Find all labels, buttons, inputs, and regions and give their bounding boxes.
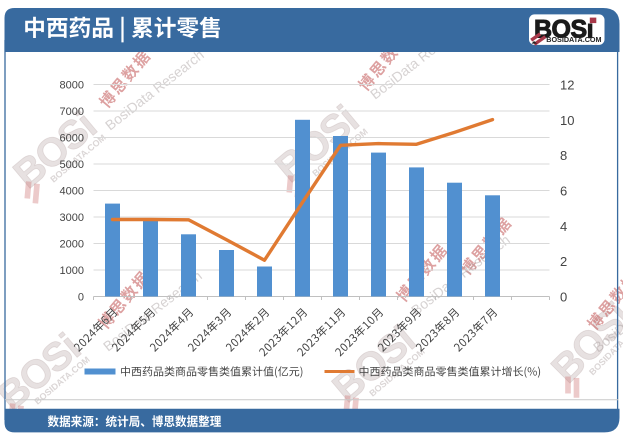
- svg-text:0: 0: [78, 292, 84, 304]
- svg-text:4: 4: [560, 219, 567, 234]
- svg-text:2000: 2000: [60, 239, 84, 251]
- svg-text:8: 8: [560, 148, 567, 163]
- svg-text:6000: 6000: [60, 133, 84, 145]
- svg-text:4000: 4000: [60, 186, 84, 198]
- svg-text:7000: 7000: [60, 106, 84, 118]
- svg-text:5000: 5000: [60, 159, 84, 171]
- svg-text:8000: 8000: [60, 80, 84, 92]
- svg-text:12: 12: [560, 78, 574, 93]
- svg-text:BOSIDATA.COM: BOSIDATA.COM: [546, 35, 601, 44]
- svg-text:6: 6: [560, 184, 567, 199]
- svg-text:3000: 3000: [60, 212, 84, 224]
- svg-text:2: 2: [560, 254, 567, 269]
- svg-text:1000: 1000: [60, 265, 84, 277]
- svg-text:10: 10: [560, 113, 574, 128]
- svg-text:0: 0: [560, 290, 567, 305]
